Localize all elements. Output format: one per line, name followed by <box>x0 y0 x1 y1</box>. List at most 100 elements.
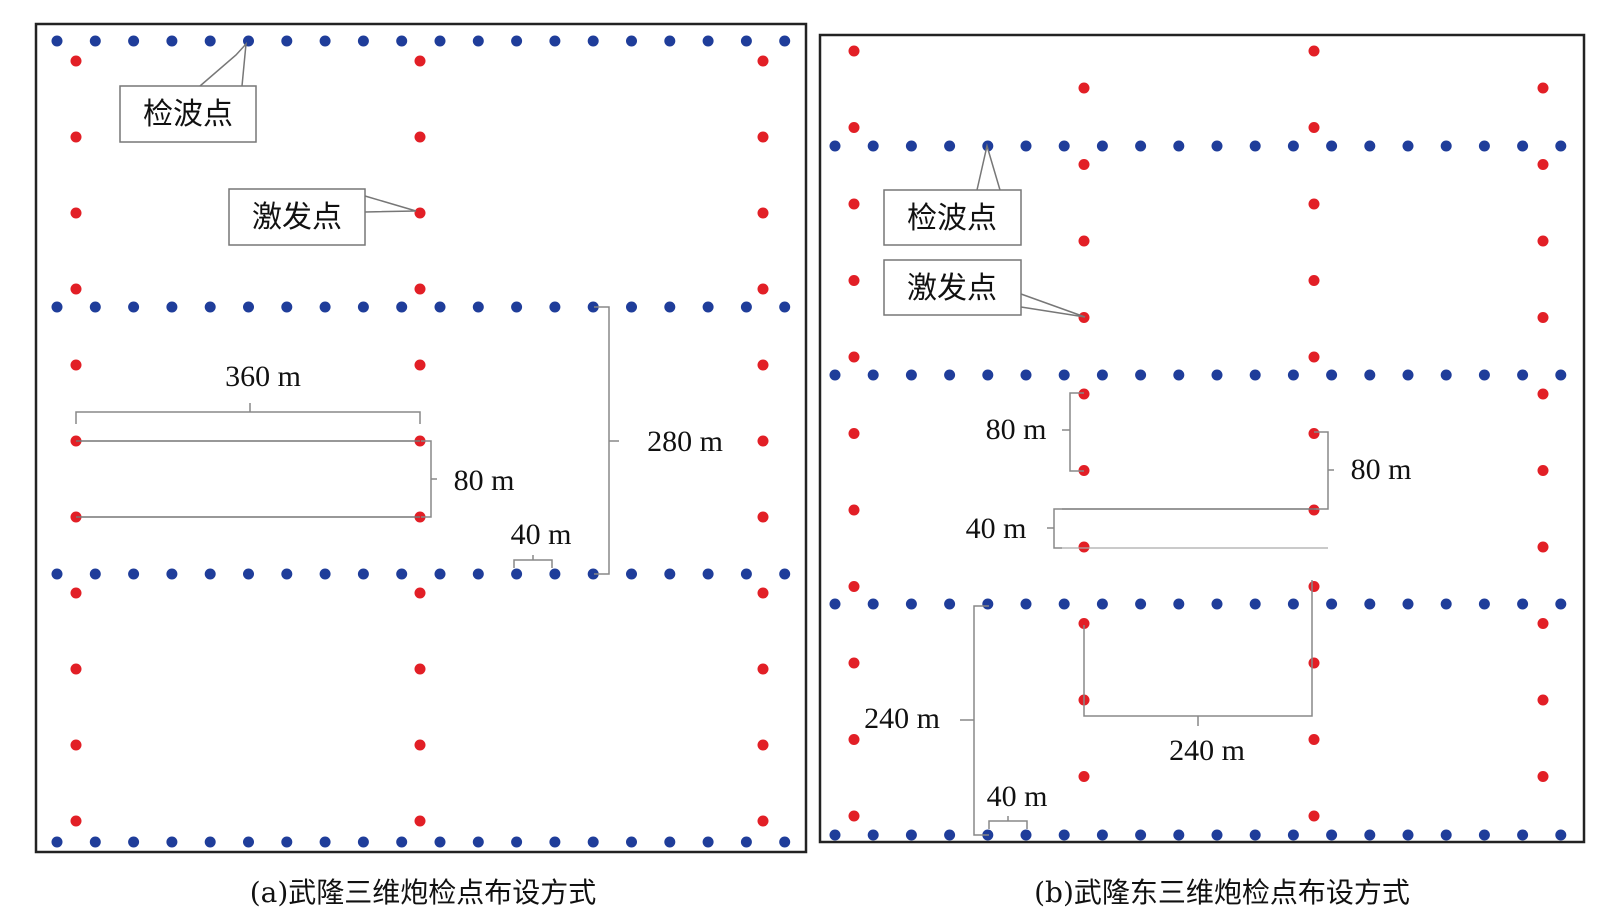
receiver-point <box>740 301 752 313</box>
receiver-point <box>1555 140 1567 152</box>
source-point <box>1308 45 1320 57</box>
panel-b-receiver-points <box>829 140 1567 841</box>
receiver-point <box>587 836 599 848</box>
receiver-point <box>1173 829 1185 841</box>
receiver-point <box>1020 598 1032 610</box>
receiver-point <box>281 836 293 848</box>
receiver-point <box>779 35 791 47</box>
source-point <box>70 815 82 827</box>
receiver-point <box>1211 140 1223 152</box>
receiver-point <box>1096 829 1108 841</box>
panel-a-dim-80-label: 80 m <box>454 464 515 497</box>
receiver-point <box>1440 829 1452 841</box>
receiver-point <box>867 829 879 841</box>
receiver-point <box>1402 829 1414 841</box>
receiver-point <box>1364 829 1376 841</box>
source-point <box>1078 82 1090 94</box>
source-point <box>1078 618 1090 629</box>
receiver-point <box>549 301 561 313</box>
receiver-point <box>1402 140 1414 152</box>
receiver-point <box>1249 598 1261 610</box>
receiver-point <box>740 836 752 848</box>
panel-b: 检波点 激发点 80 m 80 m 40 m 240 m <box>818 33 1586 909</box>
receiver-point <box>472 836 484 848</box>
receiver-point <box>549 568 561 580</box>
source-point <box>1308 275 1320 286</box>
receiver-point <box>1364 140 1376 152</box>
receiver-point <box>1364 598 1376 610</box>
receiver-point <box>1173 598 1185 610</box>
receiver-point <box>944 369 956 381</box>
receiver-point <box>829 369 841 381</box>
source-point <box>848 122 860 133</box>
receiver-point <box>1058 598 1070 610</box>
panel-b-dim-240-horizontal-label: 240 m <box>1169 734 1245 767</box>
receiver-point <box>472 568 484 580</box>
receiver-point <box>702 568 714 580</box>
receiver-point <box>1249 369 1261 381</box>
receiver-point <box>396 35 408 47</box>
receiver-point <box>1555 598 1567 610</box>
receiver-point <box>51 301 63 313</box>
source-point <box>757 739 769 751</box>
source-point <box>848 810 860 822</box>
receiver-point <box>396 568 408 580</box>
receiver-point <box>1020 829 1032 841</box>
receiver-point <box>396 301 408 313</box>
receiver-point <box>905 369 917 381</box>
source-point <box>848 198 860 210</box>
receiver-point <box>867 598 879 610</box>
receiver-point <box>664 568 676 580</box>
receiver-point <box>319 35 331 47</box>
panel-a-dim-80: 80 m <box>421 440 515 518</box>
receiver-point <box>1440 369 1452 381</box>
receiver-point <box>1211 598 1223 610</box>
receiver-point <box>357 301 369 313</box>
receiver-point <box>587 301 599 313</box>
receiver-point <box>779 836 791 848</box>
source-point <box>1078 388 1090 400</box>
receiver-point <box>1517 369 1529 381</box>
receiver-point <box>1364 369 1376 381</box>
source-point <box>1537 465 1549 476</box>
source-point <box>70 207 82 219</box>
source-point <box>70 663 82 675</box>
source-point <box>1078 541 1090 553</box>
receiver-point <box>1517 598 1529 610</box>
receiver-point <box>740 568 752 580</box>
source-point <box>414 663 426 675</box>
receiver-point <box>1402 598 1414 610</box>
receiver-point <box>1096 140 1108 152</box>
receiver-point <box>740 35 752 47</box>
receiver-point <box>319 568 331 580</box>
source-point <box>848 504 860 516</box>
receiver-point <box>626 301 637 313</box>
receiver-point <box>779 301 791 313</box>
source-point <box>848 45 860 57</box>
panel-b-dim-80-right-label: 80 m <box>1351 453 1412 486</box>
source-point <box>757 55 769 67</box>
receiver-point <box>1517 829 1529 841</box>
source-point <box>1308 657 1320 669</box>
receiver-point <box>128 836 140 848</box>
receiver-point <box>779 568 791 580</box>
receiver-point <box>1478 140 1490 152</box>
receiver-point <box>1478 598 1490 610</box>
source-point <box>414 739 426 751</box>
receiver-point <box>472 35 484 47</box>
source-point <box>848 351 860 363</box>
receiver-point <box>51 35 63 47</box>
receiver-point <box>319 301 331 313</box>
receiver-point <box>319 836 331 848</box>
receiver-point <box>905 829 917 841</box>
receiver-point <box>204 836 216 848</box>
receiver-point <box>357 35 369 47</box>
receiver-point <box>1440 598 1452 610</box>
receiver-point <box>1402 369 1414 381</box>
receiver-point <box>166 568 178 580</box>
panel-b-dim-240-vertical-label: 240 m <box>864 702 940 735</box>
receiver-point <box>587 35 599 47</box>
receiver-point <box>357 836 369 848</box>
receiver-point <box>1058 140 1070 152</box>
receiver-point <box>1020 369 1032 381</box>
